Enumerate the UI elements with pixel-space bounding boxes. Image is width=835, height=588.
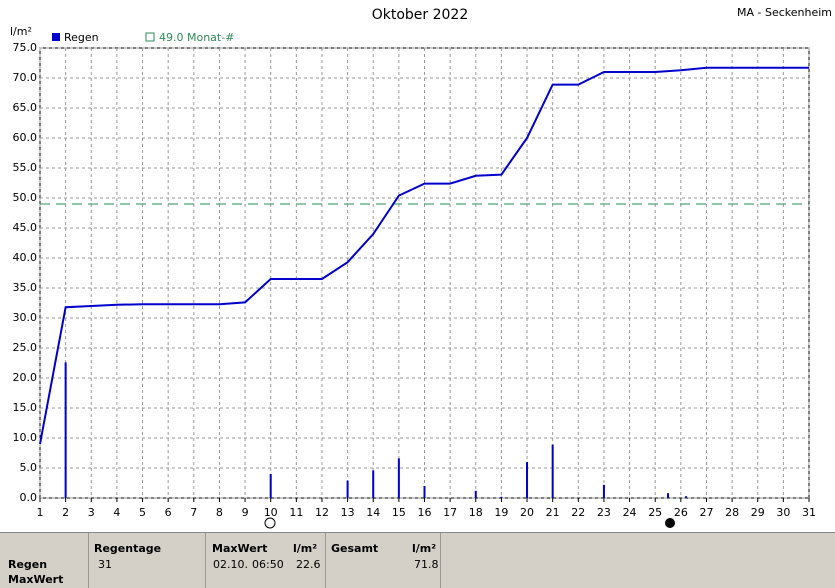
y-tick-label: 10.0 xyxy=(13,431,38,444)
y-tick-label: 75.0 xyxy=(13,41,38,54)
chart: Oktober 2022 MA - Seckenheim l/m² Regen … xyxy=(10,6,832,529)
bar xyxy=(346,480,349,498)
x-tick-label: 23 xyxy=(597,506,611,519)
chart-title: Oktober 2022 xyxy=(372,7,469,23)
y-tick-label: 25.0 xyxy=(13,341,38,354)
x-tick-label: 21 xyxy=(546,506,560,519)
bar xyxy=(372,470,375,498)
x-tick-label: 17 xyxy=(443,506,457,519)
x-tick-label: 11 xyxy=(289,506,303,519)
bar xyxy=(526,462,529,498)
separator xyxy=(205,533,206,588)
x-tick-label: 18 xyxy=(469,506,483,519)
x-tick-label: 5 xyxy=(139,506,146,519)
header: l/m² xyxy=(412,542,437,555)
header: l/m² xyxy=(293,542,318,555)
x-tick-label: 14 xyxy=(366,506,380,519)
bar xyxy=(602,484,605,498)
x-tick-label: 25 xyxy=(648,506,662,519)
y-tick-label: 30.0 xyxy=(13,311,38,324)
y-tick-label: 40.0 xyxy=(13,251,38,264)
y-tick-label: 0.0 xyxy=(20,491,38,504)
x-tick-label: 27 xyxy=(699,506,713,519)
line xyxy=(39,66,809,445)
y-tick-label: 35.0 xyxy=(13,281,38,294)
bar xyxy=(684,496,687,498)
station: MA - Seckenheim xyxy=(737,6,832,19)
moon-new xyxy=(665,518,675,528)
cell: 06:50 xyxy=(252,558,284,571)
x-tick-label: 31 xyxy=(802,506,816,519)
separator xyxy=(440,533,441,588)
row-label: MaxWert xyxy=(8,573,64,586)
x-tick-label: 12 xyxy=(315,506,329,519)
y-tick-label: 45.0 xyxy=(13,221,38,234)
x-tick-label: 9 xyxy=(242,506,249,519)
y-tick-label: 55.0 xyxy=(13,161,38,174)
x-tick-label: 4 xyxy=(113,506,120,519)
x-tick-label: 29 xyxy=(751,506,765,519)
cell: 71.8 xyxy=(414,558,439,571)
cell: 22.6 xyxy=(296,558,321,571)
row-label: Regen xyxy=(8,558,48,571)
y-axis-label: l/m² xyxy=(10,25,32,38)
y-tick-label: 50.0 xyxy=(13,191,38,204)
separator xyxy=(325,533,326,588)
separator xyxy=(88,533,89,588)
bar xyxy=(474,490,477,498)
x-tick-label: 22 xyxy=(571,506,585,519)
x-tick-label: 26 xyxy=(674,506,688,519)
bar xyxy=(64,362,67,498)
x-tick-label: 30 xyxy=(776,506,790,519)
y-tick-label: 20.0 xyxy=(13,371,38,384)
summary-panel: Regen MaxWert Regentage MaxWert l/m² Ges… xyxy=(0,532,835,588)
x-tick-label: 28 xyxy=(725,506,739,519)
x-tick-label: 24 xyxy=(623,506,637,519)
y-tick-label: 15.0 xyxy=(13,401,38,414)
cell: 31 xyxy=(98,558,112,571)
moon-full xyxy=(264,517,276,529)
x-tick-label: 20 xyxy=(520,506,534,519)
x-tick-label: 6 xyxy=(165,506,172,519)
bar xyxy=(269,474,272,498)
x-tick-label: 15 xyxy=(392,506,406,519)
x-tick-label: 1 xyxy=(37,506,44,519)
y-tick-label: 5.0 xyxy=(20,461,38,474)
bar xyxy=(667,493,670,498)
x-tick-label: 8 xyxy=(216,506,223,519)
x-tick-label: 10 xyxy=(264,506,278,519)
header: MaxWert xyxy=(212,542,268,555)
x-tick-label: 16 xyxy=(418,506,432,519)
y-tick-label: 65.0 xyxy=(13,101,38,114)
bar xyxy=(500,496,503,498)
legend-label: 49.0 Monat-# xyxy=(159,31,234,44)
header: Gesamt xyxy=(331,542,379,555)
cell: 02.10. xyxy=(213,558,248,571)
y-tick-label: 60.0 xyxy=(13,131,38,144)
x-tick-label: 19 xyxy=(494,506,508,519)
x-tick-label: 7 xyxy=(190,506,197,519)
legend-label: Regen xyxy=(64,31,99,44)
header: Regentage xyxy=(94,542,162,555)
bar xyxy=(397,458,400,498)
x-tick-label: 2 xyxy=(62,506,69,519)
bar xyxy=(423,486,426,498)
x-tick-label: 13 xyxy=(341,506,355,519)
legend-swatch xyxy=(145,32,155,42)
legend-swatch xyxy=(52,33,60,41)
bar xyxy=(551,444,554,498)
x-tick-label: 3 xyxy=(88,506,95,519)
y-tick-label: 70.0 xyxy=(13,71,38,84)
